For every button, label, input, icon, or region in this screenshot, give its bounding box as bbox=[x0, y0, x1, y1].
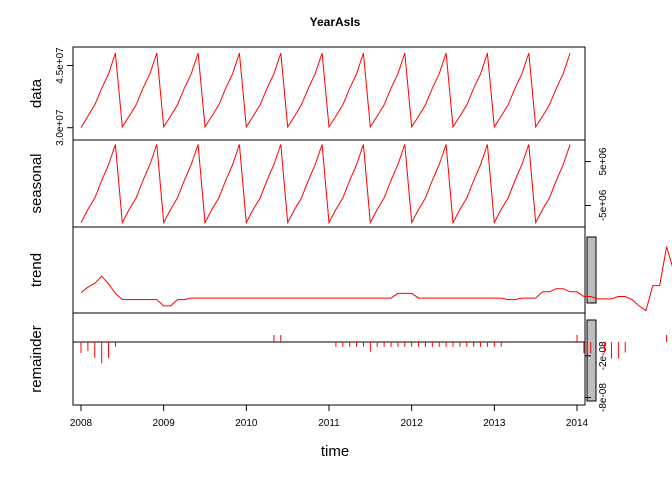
x-tick-label: 2008 bbox=[70, 418, 93, 429]
y-tick-label: -8e-08 bbox=[598, 383, 609, 412]
panel-seasonal: seasonal -5e+06 5e+06 bbox=[28, 139, 609, 228]
panel-frame bbox=[72, 312, 586, 406]
x-tick-label: 2013 bbox=[483, 418, 506, 429]
x-tick-label: 2014 bbox=[566, 418, 589, 429]
y-tick-label: -5e+06 bbox=[598, 189, 609, 221]
panel-data: data 3.0e+07 4.5e+07 bbox=[28, 46, 586, 146]
x-tick-label: 2009 bbox=[153, 418, 176, 429]
panel-remainder: remainder -8e-08 -2e-08 bbox=[28, 312, 668, 412]
panel-label: trend bbox=[28, 253, 45, 287]
y-tick-label: 4.5e+07 bbox=[55, 47, 66, 84]
panel-frame bbox=[72, 139, 586, 228]
y-tick-label: 5e+06 bbox=[598, 147, 609, 176]
trend-series-line bbox=[80, 246, 672, 312]
data-series-line bbox=[80, 52, 571, 129]
range-bar bbox=[586, 319, 597, 402]
panel-label: remainder bbox=[28, 325, 45, 393]
panel-trend: trend bbox=[28, 226, 672, 314]
panels: data 3.0e+07 4.5e+07 seasonal -5e+06 5e+06 tre… bbox=[28, 46, 672, 412]
y-tick-label: -2e-08 bbox=[598, 341, 609, 370]
x-tick-label: 2012 bbox=[401, 418, 424, 429]
panel-label: data bbox=[28, 78, 45, 108]
x-tick-label: 2010 bbox=[235, 418, 258, 429]
x-axis: 2008 2009 2010 2011 2012 2013 2014 bbox=[70, 405, 589, 429]
range-bar bbox=[586, 236, 597, 304]
x-tick-label: 2011 bbox=[318, 418, 340, 429]
x-axis-label: time bbox=[321, 443, 349, 460]
y-tick-label: 3.0e+07 bbox=[55, 109, 66, 146]
seasonal-series-line bbox=[80, 144, 571, 225]
panel-label: seasonal bbox=[28, 153, 45, 213]
chart-title: YearAsIs bbox=[310, 15, 361, 29]
